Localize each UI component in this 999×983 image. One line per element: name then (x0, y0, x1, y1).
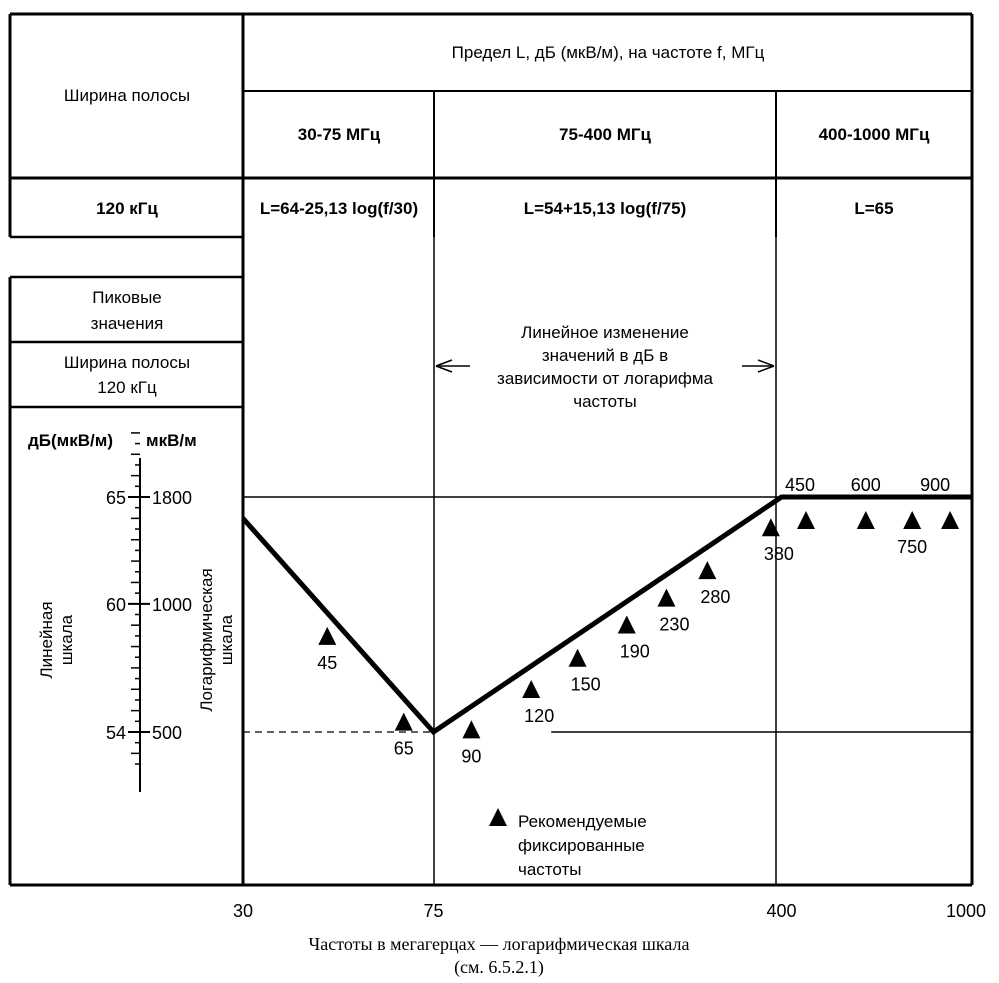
x-tick-label: 75 (423, 901, 443, 921)
limit-line-layer (241, 494, 972, 736)
legend: Рекомендуемые фиксированные частоты (489, 808, 647, 879)
marker-triangle-icon (394, 712, 413, 731)
marker-triangle-icon (856, 511, 875, 529)
linear-scale-label-2: шкала (57, 614, 76, 665)
y-tick-label-db: 65 (106, 488, 126, 508)
linear-scale-label-1: Линейная (37, 601, 56, 678)
band-75-400: 75-400 МГц (559, 125, 651, 144)
row-bandwidth: 120 кГц (96, 199, 158, 218)
marker-label: 45 (317, 653, 337, 673)
limit-header: Предел L, дБ (мкВ/м), на частоте f, МГц (452, 43, 765, 62)
band-30-75: 30-75 МГц (298, 125, 381, 144)
marker-triangle-icon (698, 561, 717, 580)
annotation-line4: частоты (573, 392, 637, 411)
log-scale-label-1: Логарифмическая (197, 568, 216, 711)
x-axis-caption-ref: (см. 6.5.2.1) (454, 957, 544, 978)
marker-label: 65 (394, 739, 414, 759)
formula-75-400: L=54+15,13 log(f/75) (524, 199, 687, 218)
marker-label: 190 (620, 642, 650, 662)
marker-triangle-icon (568, 648, 587, 667)
arrow-right-icon (757, 359, 775, 373)
peak-values-line1: Пиковые (92, 288, 162, 307)
marker-label: 280 (700, 587, 730, 607)
x-axis-caption: Частоты в мегагерцах — логарифмическая ш… (309, 934, 690, 954)
annotation-mask (470, 318, 742, 408)
x-tick-label: 400 (766, 901, 796, 921)
formula-30-75: L=64-25,13 log(f/30) (260, 199, 418, 218)
annotation-line3: зависимости от логарифма (497, 369, 713, 388)
marker-triangle-icon (796, 511, 815, 529)
bw-label-line1: Ширина полосы (64, 353, 190, 372)
legend-triangle-icon (489, 808, 507, 826)
limit-line (241, 494, 972, 736)
recommended-frequency-markers: 45 65 90 120 150 190 230 280 380 450 600 750 900 (317, 475, 960, 766)
peak-values-line2: значения (91, 314, 164, 333)
legend-line2: фиксированные (518, 836, 645, 855)
arrow-left-icon (435, 359, 453, 373)
marker-label: 120 (524, 706, 554, 726)
x-axis-ticks: 30 75 400 1000 (233, 901, 986, 921)
marker-label: 150 (571, 675, 601, 695)
plot-frame (10, 14, 974, 887)
marker-triangle-icon (617, 615, 636, 634)
linear-change-annotation: Линейное изменение значений в дБ в завис… (435, 318, 775, 411)
annotation-line2: значений в дБ в (542, 346, 668, 365)
marker-label: 600 (851, 475, 881, 495)
bw-label-line2: 120 кГц (97, 378, 157, 397)
marker-label: 230 (659, 615, 689, 635)
marker-label: 380 (764, 544, 794, 564)
formula-400-1000: L=65 (854, 199, 893, 218)
marker-triangle-icon (462, 720, 481, 739)
marker-triangle-icon (761, 518, 780, 537)
marker-triangle-icon (522, 680, 541, 699)
legend-line1: Рекомендуемые (518, 812, 647, 831)
unit-uv-label: мкВ/м (146, 431, 197, 450)
y-tick-label-uv: 1000 (152, 595, 192, 615)
marker-label: 750 (897, 537, 927, 557)
marker-label: 450 (785, 475, 815, 495)
y-axis: 65 1800 60 1000 54 500 (106, 432, 192, 792)
log-scale-label-2: шкала (217, 614, 236, 665)
bandwidth-header: Ширина полосы (64, 86, 190, 105)
limit-table (8, 12, 974, 239)
unit-db-label: дБ(мкВ/м) (28, 431, 113, 450)
y-tick-label-uv: 500 (152, 723, 182, 743)
marker-triangle-icon (318, 626, 337, 645)
marker-label: 90 (461, 746, 481, 766)
annotation-line1: Линейное изменение (521, 323, 689, 342)
y-tick-label-db: 60 (106, 595, 126, 615)
x-tick-label: 1000 (946, 901, 986, 921)
y-tick-label-db: 54 (106, 723, 126, 743)
marker-triangle-icon (941, 511, 960, 529)
marker-label: 900 (920, 475, 950, 495)
x-tick-label: 30 (233, 901, 253, 921)
marker-triangle-icon (903, 511, 922, 529)
y-tick-label-uv: 1800 (152, 488, 192, 508)
marker-triangle-icon (657, 588, 676, 607)
left-panel (8, 275, 243, 885)
band-400-1000: 400-1000 МГц (819, 125, 930, 144)
legend-line3: частоты (518, 860, 582, 879)
